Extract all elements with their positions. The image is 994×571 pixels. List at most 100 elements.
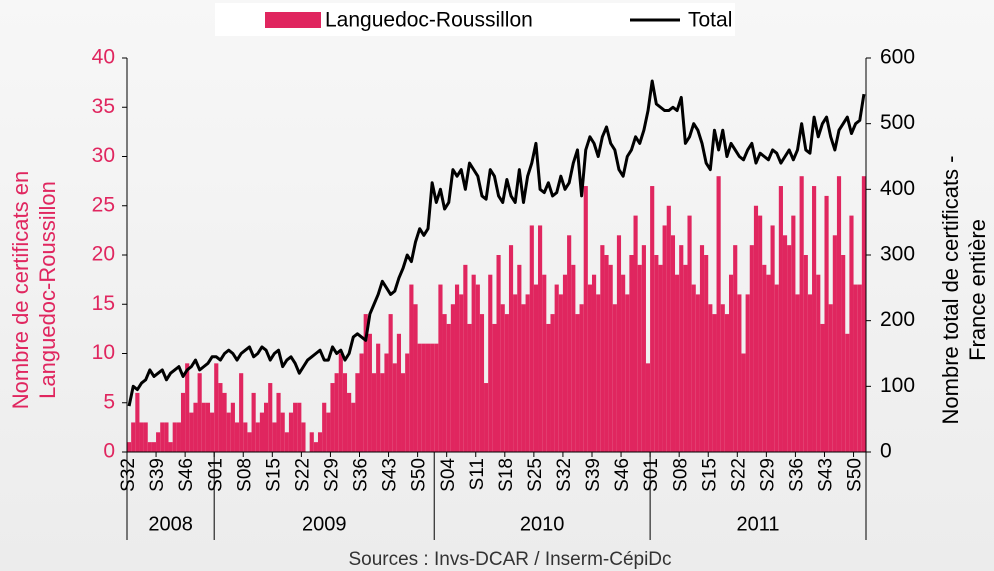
bar — [621, 274, 626, 452]
bar — [604, 255, 609, 452]
bar — [301, 422, 306, 452]
line — [127, 79, 866, 407]
bar — [243, 422, 248, 452]
bar — [425, 343, 431, 452]
legend-swatch — [265, 12, 321, 28]
bar — [467, 323, 472, 452]
y-tick-label: 25 — [92, 193, 115, 216]
bar — [197, 373, 202, 452]
bar — [658, 264, 663, 452]
bar — [484, 383, 489, 452]
bar — [363, 314, 368, 452]
bar — [322, 402, 327, 452]
bar — [442, 314, 447, 452]
bar — [787, 245, 792, 452]
x-tick-label: S01 — [205, 458, 226, 492]
bar — [392, 363, 397, 452]
bar — [421, 343, 426, 452]
y2-tick-label: 0 — [880, 440, 892, 463]
bar — [770, 225, 775, 452]
bar — [160, 422, 165, 452]
bar — [716, 176, 721, 452]
bar — [210, 412, 215, 452]
bar — [666, 205, 671, 452]
bar — [259, 412, 265, 452]
bar — [201, 402, 206, 452]
bar — [612, 304, 617, 452]
y2-tick-label: 200 — [880, 308, 915, 331]
bar — [749, 245, 754, 452]
bar — [820, 323, 825, 452]
bar — [575, 314, 580, 452]
bar — [189, 412, 194, 452]
x-tick-label: S22 — [292, 458, 313, 492]
bar — [591, 274, 597, 452]
bar — [276, 392, 281, 452]
x-tick-label: S25 — [525, 458, 546, 492]
bar — [264, 402, 269, 452]
bar — [546, 323, 551, 452]
x-tick-label: S46 — [176, 458, 197, 492]
bar — [280, 412, 285, 452]
y-tick-label: 35 — [92, 95, 115, 118]
bar — [587, 284, 592, 452]
bar — [401, 373, 406, 452]
y-tick-label: 5 — [103, 390, 115, 413]
bar — [226, 412, 231, 452]
bar — [176, 422, 181, 452]
bar — [247, 432, 252, 452]
bar — [517, 264, 522, 452]
bar — [342, 373, 348, 452]
bar — [758, 215, 763, 452]
y-axis-title: Nombre de certificats en — [8, 171, 33, 409]
bar — [284, 432, 289, 452]
x-tick-label: S43 — [816, 458, 837, 492]
group-label: 2008 — [148, 513, 193, 535]
bar — [222, 392, 227, 452]
bar — [720, 304, 725, 452]
bar — [388, 314, 393, 452]
bar — [454, 284, 460, 452]
bar — [459, 294, 464, 452]
bar — [180, 392, 186, 452]
bar — [529, 225, 534, 452]
bar — [533, 284, 539, 452]
bar — [691, 284, 696, 452]
bar — [608, 264, 613, 452]
bar — [293, 402, 298, 452]
bar — [554, 284, 559, 452]
bar — [845, 333, 850, 452]
bar — [471, 274, 476, 452]
bar — [409, 284, 414, 452]
bar — [778, 186, 783, 453]
bar — [675, 274, 680, 452]
x-tick-label: S50 — [409, 458, 430, 492]
bar — [230, 402, 235, 452]
bar — [803, 255, 808, 452]
y2-axis-title: Nombre total de certificats - — [938, 156, 963, 425]
bar — [629, 255, 634, 452]
bar — [355, 373, 360, 452]
group-label: 2010 — [520, 513, 565, 535]
bar — [513, 294, 518, 452]
x-tick-label: S22 — [728, 458, 749, 492]
bar — [579, 304, 584, 452]
bar — [633, 215, 638, 452]
source: Sources : Invs-DCAR / Inserm-CépiDc — [348, 549, 671, 570]
x-tick-label: S39 — [147, 458, 168, 492]
bar — [205, 402, 211, 452]
bar — [679, 245, 684, 452]
bar — [185, 363, 190, 452]
bar — [434, 343, 439, 452]
bar — [288, 412, 294, 452]
y-tick-label: 40 — [92, 46, 115, 69]
x-tick-label: S11 — [467, 458, 488, 490]
bar — [799, 176, 804, 452]
y2-tick-label: 300 — [880, 243, 915, 266]
bar — [496, 255, 501, 452]
bar — [330, 383, 335, 452]
bar — [131, 422, 136, 452]
y-axis-title: Languedoc-Roussillon — [35, 181, 60, 399]
x-tick-label: S15 — [699, 458, 720, 492]
